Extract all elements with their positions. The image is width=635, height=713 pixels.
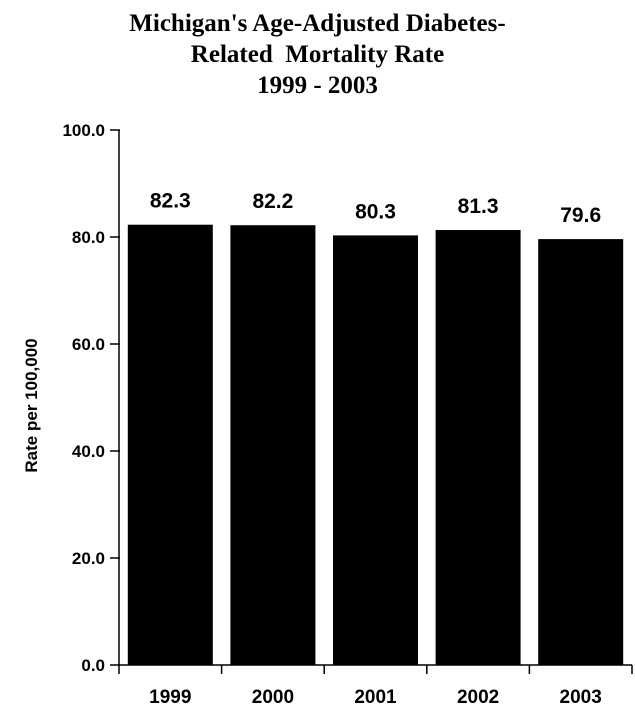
chart-title-line-3: 1999 - 2003 (257, 72, 378, 99)
bar-2003 (538, 239, 624, 665)
y-tick-label-2: 40.0 (72, 442, 105, 461)
data-label-2001: 80.3 (355, 200, 396, 223)
x-tick-label-1999: 1999 (149, 687, 191, 708)
bar-2001 (333, 235, 418, 665)
y-tick-label-3: 60.0 (72, 335, 105, 354)
bars-layer (127, 224, 624, 665)
y-tick-label-4: 80.0 (72, 228, 105, 247)
chart-title-line-1: Michigan's Age-Adjusted Diabetes- (129, 10, 506, 37)
bar-1999 (127, 224, 213, 665)
bar-2000 (230, 225, 316, 665)
y-tick-label-5: 100.0 (62, 121, 105, 140)
y-axis-title: Rate per 100,000 (22, 338, 41, 472)
y-tick-label-0: 0.0 (81, 656, 105, 675)
axes-layer (110, 129, 633, 674)
x-tick-label-2000: 2000 (252, 687, 294, 708)
y-tick-label-1: 20.0 (72, 549, 105, 568)
x-tick-label-2001: 2001 (354, 687, 397, 708)
chart-title-line-2: Related Mortality Rate (190, 41, 445, 68)
x-tick-label-2003: 2003 (560, 687, 602, 708)
data-label-1999: 82.3 (150, 190, 191, 213)
x-tick-label-2002: 2002 (457, 687, 499, 708)
data-label-2002: 81.3 (458, 195, 499, 218)
data-label-2000: 82.2 (252, 190, 293, 213)
labels-layer: 82.3 1999 82.2 2000 80.3 2001 81.3 2002 79.6 2003… (62, 121, 601, 708)
data-label-2003: 79.6 (560, 204, 601, 227)
bar-2002 (435, 230, 521, 665)
chart-title: Michigan's Age-Adjusted Diabetes- Relate… (0, 8, 635, 101)
